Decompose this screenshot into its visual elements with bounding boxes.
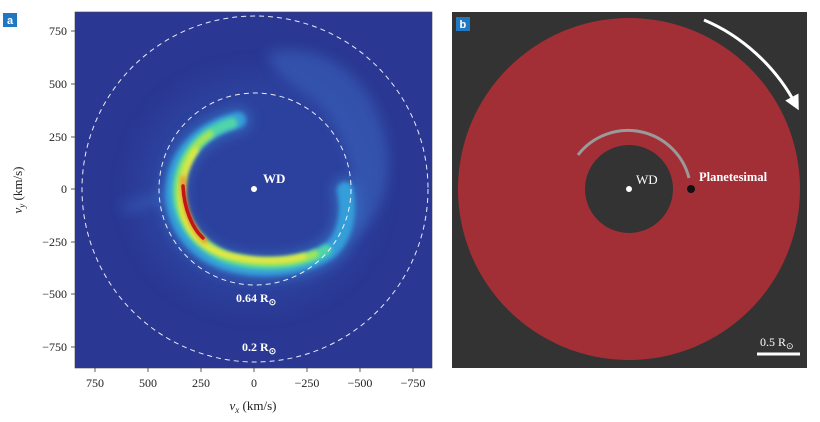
panel-b-white-dwarf-marker — [626, 186, 632, 192]
white-dwarf-marker — [251, 186, 257, 192]
y-tick-label: −750 — [42, 340, 67, 354]
panel-b-center-label: WD — [636, 172, 658, 187]
rotation-arrow-icon — [703, 18, 799, 111]
panel-a-badge-text: a — [7, 15, 14, 27]
planetesimal-marker — [687, 185, 695, 193]
x-tick-label: 0 — [251, 376, 257, 390]
panel-a-x-ticks — [94, 368, 414, 372]
inner-circle-label: 0.64 R⊙ — [236, 291, 276, 307]
panel-b-badge-text: b — [460, 19, 467, 31]
y-tick-label: 0 — [61, 182, 67, 196]
y-tick-label: −500 — [42, 287, 67, 301]
x-tick-label: 250 — [192, 376, 210, 390]
y-axis-label: vy (km/s) — [10, 167, 27, 214]
orbit-arc — [576, 128, 691, 179]
x-tick-label: −500 — [348, 376, 373, 390]
y-tick-label: 250 — [49, 130, 67, 144]
y-tick-label: 750 — [49, 24, 67, 38]
panel-b: WD Planetesimal 0.5 R⊙ b — [452, 12, 807, 368]
panel-a-center-label: WD — [263, 171, 285, 186]
y-tick-label: 500 — [49, 77, 67, 91]
panel-a: WD 0.64 R⊙ 0.2 R⊙ a 750 500 250 0 −250 −… — [3, 11, 433, 415]
panel-a-badge — [3, 13, 17, 27]
x-axis-label: vx (km/s) — [230, 398, 277, 415]
planetesimal-label: Planetesimal — [699, 170, 768, 184]
x-tick-label: 500 — [139, 376, 157, 390]
panel-b-badge — [456, 17, 470, 31]
panel-a-y-ticks — [71, 30, 75, 348]
scale-bar-label: 0.5 R⊙ — [760, 335, 794, 351]
inner-radius-circle — [158, 92, 352, 286]
outer-radius-circle — [81, 15, 429, 363]
x-tick-label: 750 — [86, 376, 104, 390]
x-tick-label: −250 — [295, 376, 320, 390]
y-tick-label: −250 — [42, 235, 67, 249]
x-tick-label: −750 — [401, 376, 426, 390]
outer-circle-label: 0.2 R⊙ — [242, 340, 276, 356]
